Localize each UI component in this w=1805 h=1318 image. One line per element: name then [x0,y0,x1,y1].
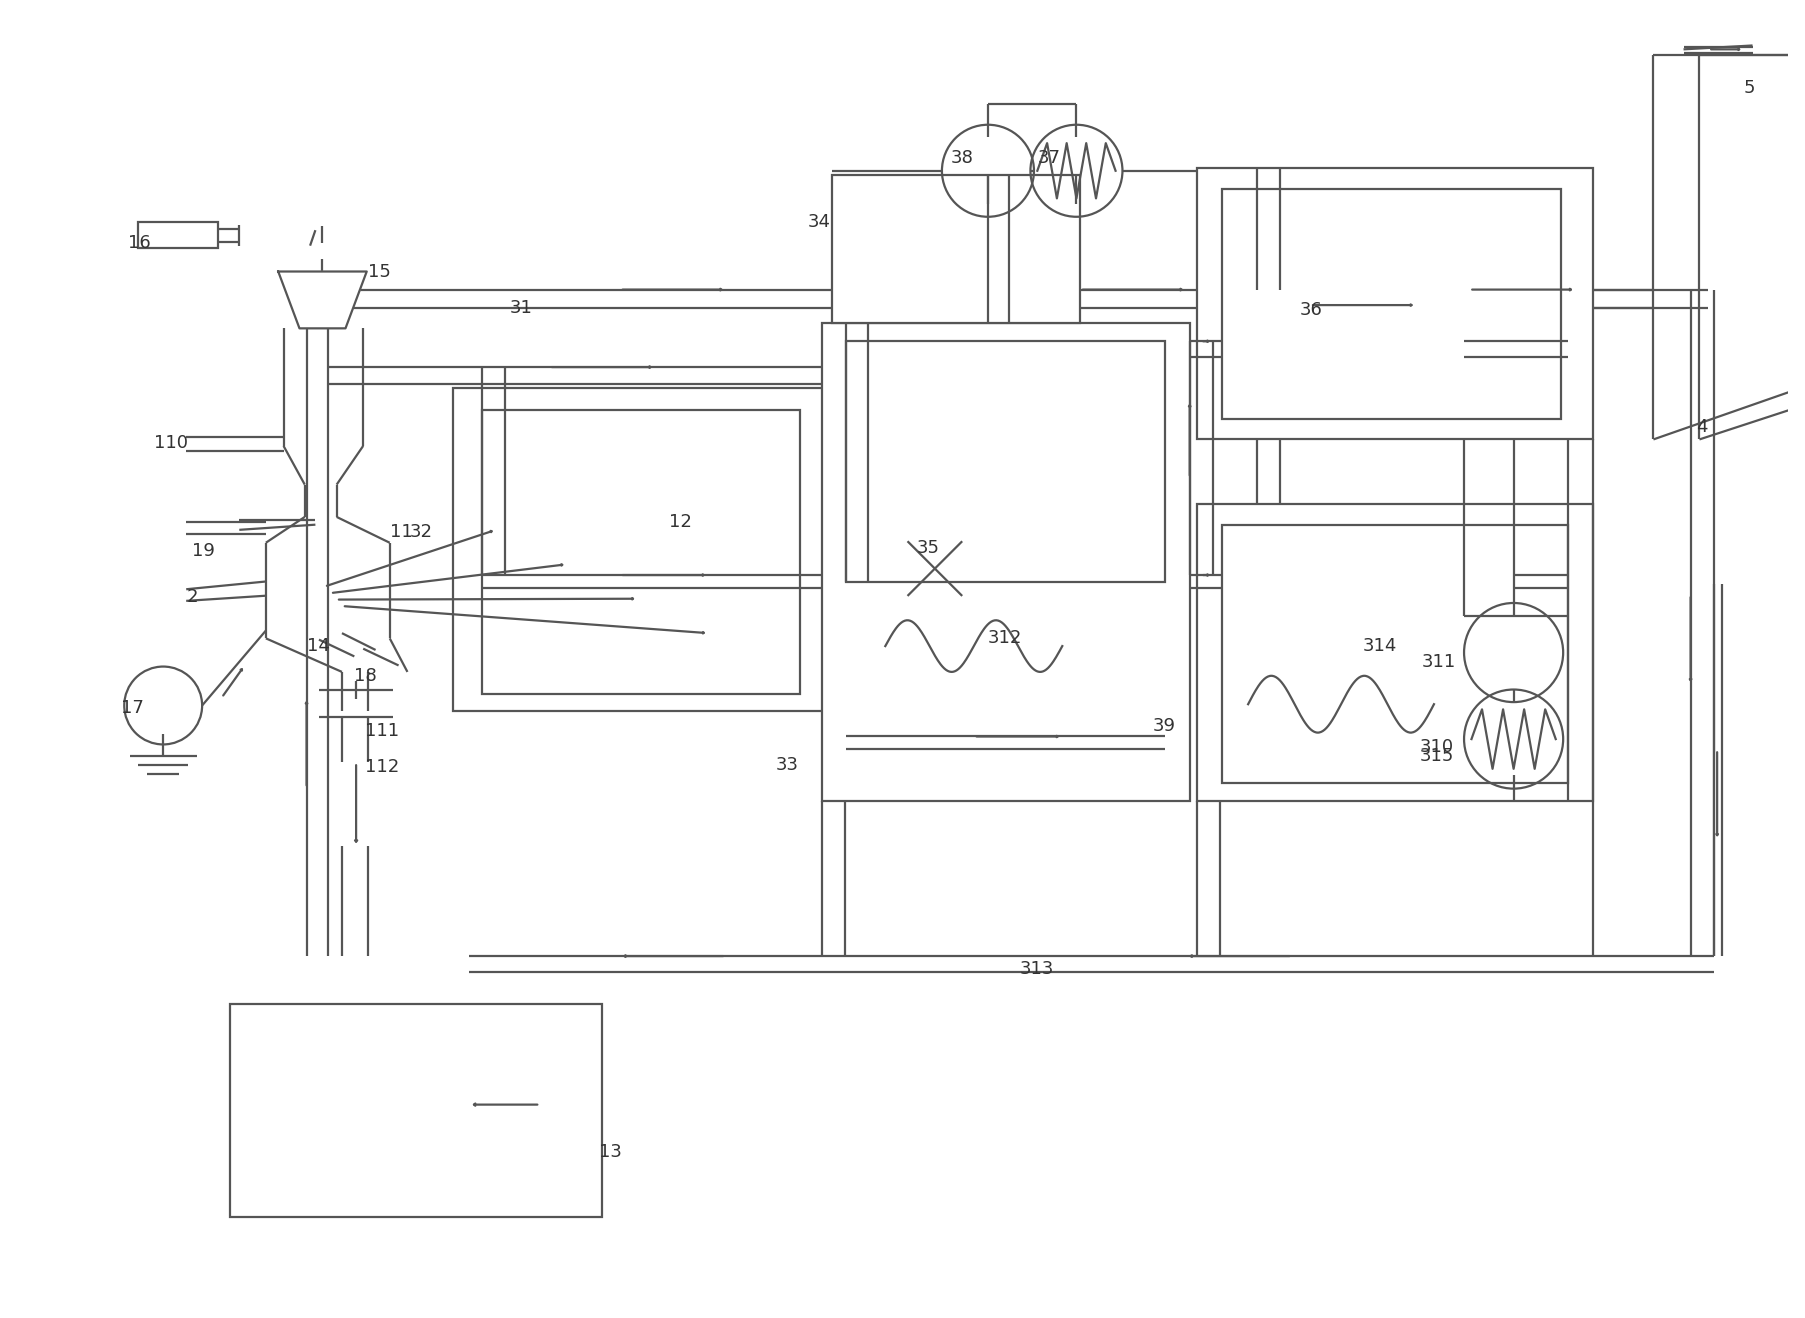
Text: 315: 315 [1419,747,1453,764]
Text: 112: 112 [365,758,399,776]
Text: 111: 111 [365,722,399,741]
Bar [453,387,832,710]
Bar [139,223,218,248]
Bar [231,1004,601,1217]
Text: 12: 12 [670,513,691,531]
Bar [482,410,800,693]
Polygon shape [278,272,366,328]
Text: 39: 39 [1152,717,1175,735]
Text: 15: 15 [368,262,392,281]
Text: 35: 35 [917,539,940,558]
Text: 312: 312 [987,629,1022,647]
Text: 37: 37 [1036,149,1060,167]
Text: 311: 311 [1421,652,1455,671]
Text: 314: 314 [1363,637,1397,655]
Bar [1220,525,1567,783]
Text: 31: 31 [509,299,532,316]
Text: 5: 5 [1744,79,1754,98]
Text: 4: 4 [1695,418,1706,435]
Text: 110: 110 [153,435,188,452]
Text: 36: 36 [1300,302,1321,319]
Bar [832,174,1079,323]
Text: 11: 11 [390,523,412,542]
Text: 16: 16 [128,235,150,252]
Bar [1197,169,1592,439]
Text: 313: 313 [1020,960,1054,978]
Bar [1220,188,1561,419]
Text: 18: 18 [354,667,377,685]
Text: 19: 19 [191,542,215,560]
Text: 14: 14 [307,637,329,655]
Text: 34: 34 [807,214,830,232]
Text: 310: 310 [1419,738,1453,755]
Text: 2: 2 [186,588,197,606]
Text: 38: 38 [949,149,973,167]
Text: 33: 33 [774,757,798,774]
Bar [847,341,1164,581]
Text: 17: 17 [121,699,144,717]
Text: 32: 32 [410,523,431,542]
Bar [1197,503,1592,801]
Text: 13: 13 [597,1144,621,1161]
Bar [821,323,1189,801]
